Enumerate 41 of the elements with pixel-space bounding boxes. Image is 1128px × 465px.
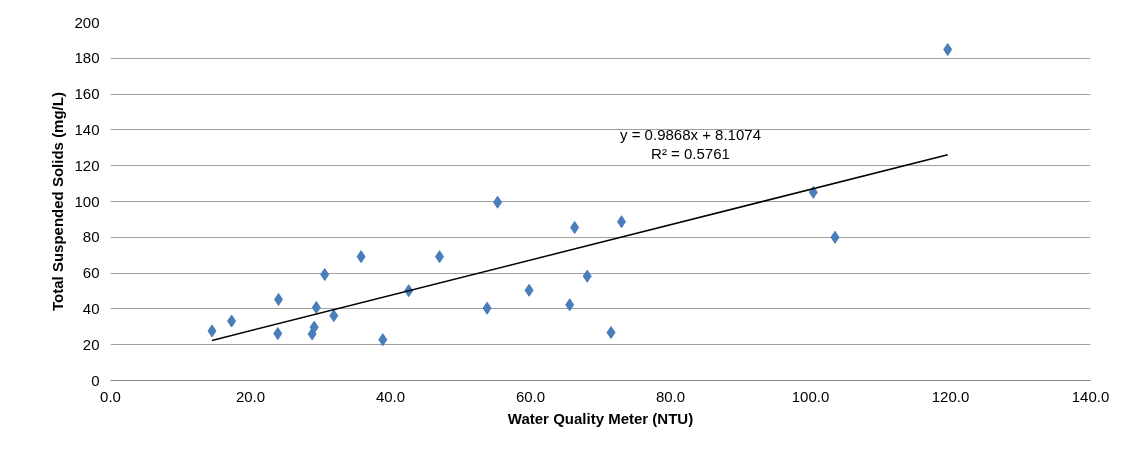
x-tick-label: 60.0 [515,387,546,405]
y-tick-label: 180 [74,49,100,67]
x-axis-title: Water Quality Meter (NTU) [507,409,694,427]
y-tick-label: 0 [91,371,100,389]
point [273,327,283,341]
point [329,309,339,323]
point [943,43,953,57]
point [320,268,330,282]
x-tick-label: 140.0 [1071,387,1110,405]
x-tick-label: 100.0 [791,387,830,405]
point [227,314,237,328]
y-tick-label: 100 [74,192,100,210]
point [830,230,840,244]
y-tick-label: 120 [74,156,100,174]
x-tick-label: 40.0 [375,387,406,405]
point [565,298,575,312]
y-axis-title: Total Suspended Solids (mg/L) [49,92,67,311]
annotation: R² = 0.5761 [651,144,730,162]
y-tick-label: 200 [74,13,100,31]
point [582,269,592,283]
point [570,220,580,234]
y-tick-label: 160 [74,85,100,103]
annotation: y = 0.9868x + 8.1074 [620,125,761,143]
point [207,324,217,338]
point [309,320,319,334]
y-tick-label: 40 [82,299,100,317]
point [378,333,388,347]
x-tick-label: 0.0 [100,387,121,405]
y-tick-label: 20 [82,335,100,353]
point [356,250,366,264]
x-tick-label: 20.0 [235,387,266,405]
point [524,283,534,297]
point [482,301,492,315]
y-tick-label: 140 [74,120,100,138]
y-tick-label: 60 [82,264,100,282]
point [606,326,616,340]
x-tick-label: 80.0 [655,387,686,405]
x-tick-label: 120.0 [931,387,970,405]
point [311,300,321,314]
y-tick-label: 80 [82,228,100,246]
point [493,195,503,209]
